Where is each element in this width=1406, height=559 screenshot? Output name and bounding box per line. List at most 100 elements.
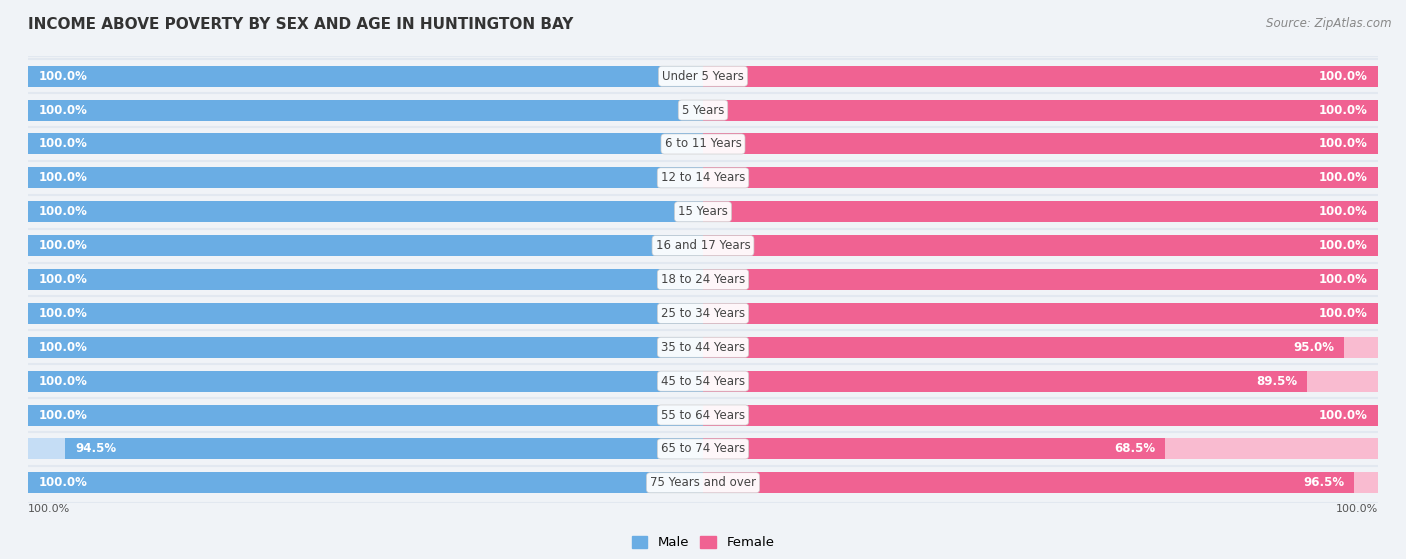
Legend: Male, Female: Male, Female <box>626 530 780 555</box>
Bar <box>703 134 1378 154</box>
Text: 100.0%: 100.0% <box>38 205 87 218</box>
Bar <box>28 405 703 425</box>
Bar <box>28 201 703 222</box>
Text: 55 to 64 Years: 55 to 64 Years <box>661 409 745 421</box>
Bar <box>28 134 703 154</box>
Text: 100.0%: 100.0% <box>38 375 87 387</box>
Bar <box>28 59 1378 93</box>
Text: 89.5%: 89.5% <box>1256 375 1296 387</box>
Bar <box>28 303 703 324</box>
Bar <box>28 195 1378 229</box>
Bar <box>703 100 1378 121</box>
Bar <box>28 337 703 358</box>
Bar <box>703 269 1378 290</box>
Bar <box>703 438 1378 459</box>
Bar <box>28 337 703 358</box>
Bar <box>28 127 1378 161</box>
Text: 100.0%: 100.0% <box>38 273 87 286</box>
Bar <box>28 229 1378 263</box>
Text: 100.0%: 100.0% <box>1319 307 1368 320</box>
Bar <box>703 371 1308 392</box>
Text: 100.0%: 100.0% <box>1319 138 1368 150</box>
Text: 100.0%: 100.0% <box>38 476 87 489</box>
Bar <box>28 405 703 425</box>
Text: 65 to 74 Years: 65 to 74 Years <box>661 442 745 456</box>
Text: 12 to 14 Years: 12 to 14 Years <box>661 172 745 184</box>
Bar <box>703 303 1378 324</box>
Text: 100.0%: 100.0% <box>38 341 87 354</box>
Bar <box>28 269 703 290</box>
Bar <box>28 296 1378 330</box>
Bar <box>703 438 1166 459</box>
Bar <box>703 371 1378 392</box>
Text: 100.0%: 100.0% <box>1319 70 1368 83</box>
Text: 6 to 11 Years: 6 to 11 Years <box>665 138 741 150</box>
Bar <box>703 472 1354 493</box>
Bar <box>28 167 703 188</box>
Bar <box>28 472 703 493</box>
Bar <box>703 337 1378 358</box>
Bar <box>28 134 703 154</box>
Bar <box>28 371 703 392</box>
Text: 100.0%: 100.0% <box>38 239 87 252</box>
Text: 100.0%: 100.0% <box>28 504 70 514</box>
Bar <box>28 398 1378 432</box>
Text: 100.0%: 100.0% <box>38 103 87 117</box>
Text: 100.0%: 100.0% <box>1336 504 1378 514</box>
Text: Source: ZipAtlas.com: Source: ZipAtlas.com <box>1267 17 1392 30</box>
Bar <box>28 371 703 392</box>
Text: 100.0%: 100.0% <box>1319 172 1368 184</box>
Bar <box>703 100 1378 121</box>
Bar <box>703 201 1378 222</box>
Text: 100.0%: 100.0% <box>1319 239 1368 252</box>
Bar <box>28 167 703 188</box>
Text: 100.0%: 100.0% <box>38 70 87 83</box>
Bar <box>703 405 1378 425</box>
Bar <box>28 472 703 493</box>
Text: 15 Years: 15 Years <box>678 205 728 218</box>
Bar <box>703 66 1378 87</box>
Bar <box>703 201 1378 222</box>
Bar <box>703 235 1378 256</box>
Bar <box>703 66 1378 87</box>
Bar <box>65 438 703 459</box>
Bar <box>703 405 1378 425</box>
Text: 25 to 34 Years: 25 to 34 Years <box>661 307 745 320</box>
Bar <box>703 303 1378 324</box>
Bar <box>703 167 1378 188</box>
Text: 100.0%: 100.0% <box>38 409 87 421</box>
Bar <box>28 303 703 324</box>
Bar <box>703 472 1378 493</box>
Bar <box>28 269 703 290</box>
Text: 16 and 17 Years: 16 and 17 Years <box>655 239 751 252</box>
Bar <box>28 201 703 222</box>
Text: 100.0%: 100.0% <box>1319 103 1368 117</box>
Bar <box>28 66 703 87</box>
Bar <box>28 235 703 256</box>
Text: 68.5%: 68.5% <box>1114 442 1156 456</box>
Text: 96.5%: 96.5% <box>1303 476 1344 489</box>
Text: 94.5%: 94.5% <box>76 442 117 456</box>
Text: 35 to 44 Years: 35 to 44 Years <box>661 341 745 354</box>
Bar <box>28 100 703 121</box>
Text: Under 5 Years: Under 5 Years <box>662 70 744 83</box>
Bar <box>28 364 1378 398</box>
Bar <box>703 134 1378 154</box>
Text: 5 Years: 5 Years <box>682 103 724 117</box>
Text: 95.0%: 95.0% <box>1294 341 1334 354</box>
Bar <box>28 93 1378 127</box>
Bar <box>703 337 1344 358</box>
Bar <box>703 167 1378 188</box>
Bar <box>28 330 1378 364</box>
Bar <box>28 432 1378 466</box>
Text: INCOME ABOVE POVERTY BY SEX AND AGE IN HUNTINGTON BAY: INCOME ABOVE POVERTY BY SEX AND AGE IN H… <box>28 17 574 32</box>
Text: 100.0%: 100.0% <box>1319 409 1368 421</box>
Text: 18 to 24 Years: 18 to 24 Years <box>661 273 745 286</box>
Text: 100.0%: 100.0% <box>1319 205 1368 218</box>
Bar <box>28 66 703 87</box>
Text: 100.0%: 100.0% <box>1319 273 1368 286</box>
Bar <box>703 235 1378 256</box>
Bar <box>28 466 1378 500</box>
Text: 45 to 54 Years: 45 to 54 Years <box>661 375 745 387</box>
Text: 100.0%: 100.0% <box>38 138 87 150</box>
